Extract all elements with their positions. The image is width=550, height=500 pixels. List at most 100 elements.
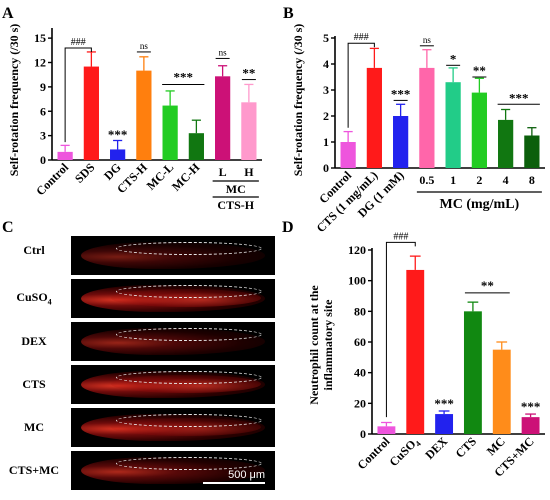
micrograph-cts bbox=[71, 365, 275, 404]
chart-b-ytick-label-5: 5 bbox=[323, 31, 329, 45]
chart-a-xlabel-1: SDS bbox=[72, 160, 98, 186]
chart-a-sig-h: ** bbox=[242, 66, 255, 81]
chart-b-sig-3: *** bbox=[509, 90, 529, 105]
chart-d-ytick-label-5: 100 bbox=[348, 274, 366, 288]
chart-b-sig-2: ** bbox=[473, 63, 486, 78]
chart-b-xlabel-7: 8 bbox=[529, 173, 535, 187]
chart-d-bar-5 bbox=[521, 417, 540, 434]
chart-d-ytick-label-6: 120 bbox=[348, 243, 366, 257]
chart-d-xlabel-4: MC bbox=[484, 434, 508, 458]
chart-a-bar-0 bbox=[57, 151, 73, 160]
chart-b-bracket-hash bbox=[347, 42, 375, 128]
chart-a-sig-ns-1: ns bbox=[140, 41, 149, 51]
chart-a: Self-rotation frequency (/30 s) 0 3 6 9 12 15… bbox=[7, 24, 262, 212]
chart-b-bar-6 bbox=[498, 119, 514, 168]
chart-b-bar-2 bbox=[393, 116, 409, 168]
chart-a-bar-1 bbox=[83, 66, 99, 160]
chart-d-bracket-hash bbox=[385, 241, 416, 418]
chart-b-ytick-label-2: 2 bbox=[323, 109, 329, 123]
chart-a-bar-5 bbox=[188, 133, 204, 160]
chart-d-ytick-label-2: 40 bbox=[354, 366, 366, 380]
chart-d-bar-2 bbox=[435, 414, 454, 434]
chart-d-sig-2: ** bbox=[481, 278, 494, 293]
micro-label-cuso4: CuSO4 bbox=[16, 290, 52, 307]
chart-a-ytick-label-0: 0 bbox=[40, 153, 46, 167]
chart-d-xlabel-1: CuSO4 bbox=[386, 434, 422, 470]
micro-label-dex: DEX bbox=[21, 334, 47, 348]
chart-d-ytick-label-1: 20 bbox=[354, 396, 366, 410]
chart-d-bar-0 bbox=[377, 426, 396, 434]
chart-a-sig-hash: ### bbox=[71, 37, 86, 48]
panel-letter-a: A bbox=[2, 5, 14, 22]
chart-b-bar-1 bbox=[366, 67, 382, 168]
chart-a-bar-3 bbox=[136, 70, 152, 160]
chart-a-ylabel: Self-rotation frequency (/30 s) bbox=[7, 24, 21, 177]
chart-a-sig-ns-2: ns bbox=[219, 47, 228, 57]
chart-b-sig-1: * bbox=[450, 51, 457, 66]
chart-b-xlabel-3: 0.5 bbox=[419, 173, 434, 187]
chart-a-ytick-label-3: 9 bbox=[40, 80, 46, 94]
chart-d-bar-1 bbox=[406, 269, 425, 434]
chart-b-xlabel-5: 2 bbox=[476, 173, 482, 187]
micro-label-mc: MC bbox=[24, 420, 44, 434]
chart-a-xlabel-4: MC-L bbox=[144, 160, 177, 193]
chart-d-ytick-label-4: 80 bbox=[354, 304, 366, 318]
chart-a-ytick-label-5: 15 bbox=[34, 31, 46, 45]
micrograph-dex bbox=[71, 322, 275, 361]
chart-a-bar-7 bbox=[241, 102, 257, 160]
chart-b-ytick-label-3: 3 bbox=[323, 83, 329, 97]
chart-a-ytick-label-4: 12 bbox=[34, 56, 46, 70]
chart-d-sig-dex: *** bbox=[434, 396, 454, 411]
chart-a-bar-6 bbox=[215, 76, 231, 160]
scale-bar bbox=[203, 482, 265, 484]
micrograph-mc bbox=[71, 408, 275, 447]
chart-b-xlabel-6: 4 bbox=[503, 173, 509, 187]
chart-d-ylabel-line1: Neutrophil count at the bbox=[307, 285, 321, 405]
panel-letter-c: C bbox=[2, 219, 14, 236]
chart-a-xlabel-7: H bbox=[244, 165, 254, 179]
chart-b-bar-3 bbox=[419, 67, 435, 168]
chart-a-bar-4 bbox=[162, 105, 178, 160]
chart-d-sig-hash: ### bbox=[393, 231, 408, 242]
chart-a-xlabel-6: L bbox=[219, 165, 227, 179]
chart-a-ytick-label-2: 6 bbox=[40, 104, 46, 118]
chart-d-xlabel-3: CTS bbox=[453, 434, 480, 461]
chart-d-ylabel-line2: inflammatory site bbox=[321, 299, 335, 391]
micrograph-ctrl bbox=[71, 236, 275, 275]
chart-a-bracket-hash bbox=[64, 47, 92, 143]
chart-d: Neutrophil count at the inflammatory sit… bbox=[307, 231, 545, 480]
micrograph-cts-mc: 500 μm bbox=[71, 451, 275, 490]
chart-b-bar-0 bbox=[340, 142, 356, 168]
chart-b-ylabel: Self-rotation frequency (/30 s) bbox=[291, 24, 305, 177]
chart-a-xlabel-3: CTS-H bbox=[114, 160, 150, 196]
chart-b-sig-ns: ns bbox=[423, 35, 432, 45]
scale-bar-label: 500 μm bbox=[228, 469, 265, 481]
chart-a-group-label-top: MC bbox=[226, 182, 246, 196]
chart-d-xlabel-2: DEX bbox=[422, 434, 450, 462]
chart-b-group-label: MC (mg/mL) bbox=[440, 197, 520, 212]
chart-b-ytick-label-4: 4 bbox=[323, 57, 329, 71]
chart-b-ytick-label-0: 0 bbox=[323, 161, 329, 175]
chart-b-bar-7 bbox=[524, 135, 540, 168]
chart-b-bar-4 bbox=[445, 82, 461, 168]
chart-a-group-label-bottom: CTS-H bbox=[217, 198, 254, 212]
chart-b-ytick-label-1: 1 bbox=[323, 135, 329, 149]
micro-label-cts-mc: CTS+MC bbox=[8, 463, 60, 477]
micrograph-cuso4 bbox=[71, 279, 275, 318]
chart-b-sig-dg: *** bbox=[391, 86, 411, 101]
panel-letter-b: B bbox=[283, 5, 294, 22]
chart-d-ytick-label-0: 0 bbox=[360, 427, 366, 441]
panel-letter-d: D bbox=[282, 219, 294, 236]
chart-a-xlabel-5: MC-H bbox=[169, 160, 203, 194]
chart-a-sig-mc: *** bbox=[174, 69, 194, 84]
chart-a-bar-2 bbox=[110, 149, 126, 160]
chart-a-xlabel-0: Control bbox=[33, 160, 71, 198]
micro-label-cts: CTS bbox=[22, 377, 46, 391]
chart-a-sig-dg: *** bbox=[108, 127, 128, 142]
chart-b: Self-rotation frequency (/30 s) 012345Co… bbox=[291, 24, 545, 235]
chart-b-xlabel-4: 1 bbox=[450, 173, 456, 187]
chart-d-sig-ctsmc: *** bbox=[521, 399, 541, 414]
micro-label-ctrl: Ctrl bbox=[23, 243, 45, 257]
chart-a-ytick-label-1: 3 bbox=[40, 129, 46, 143]
